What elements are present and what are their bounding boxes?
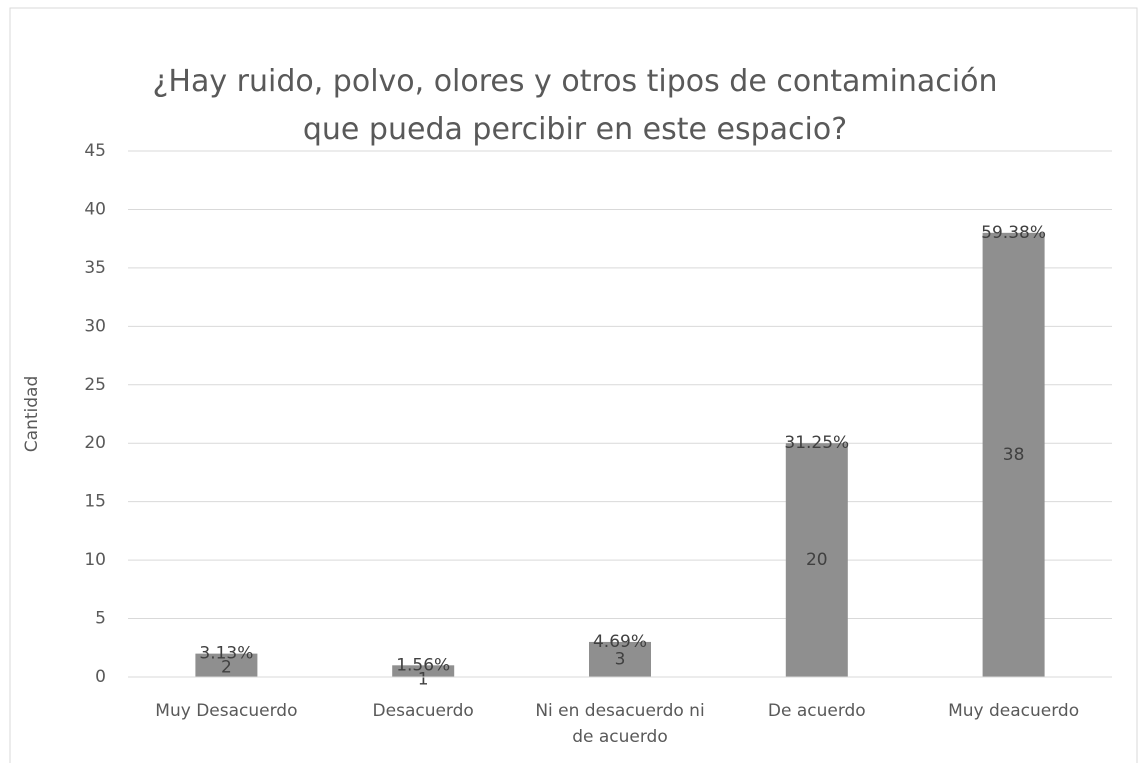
chart-title: ¿Hay ruido, polvo, olores y otros tipos … [152, 64, 998, 147]
x-tick-label: Desacuerdo [372, 701, 474, 721]
y-tick-label: 20 [84, 433, 106, 453]
y-tick-label: 5 [95, 609, 106, 629]
x-tick-label: Ni en desacuerdo ni de acuerdo [535, 701, 705, 747]
percentage-label: 4.69% [593, 632, 647, 652]
percentage-label: 59.38% [981, 223, 1046, 243]
x-tick-label: De acuerdo [767, 701, 866, 721]
y-tick-label: 45 [84, 141, 106, 161]
y-tick-label: 25 [84, 375, 106, 395]
percentage-label: 1.56% [396, 655, 450, 675]
y-axis-label: Cantidad [22, 376, 42, 452]
percentage-label: 31.25% [784, 433, 849, 453]
value-label: 1 [418, 669, 429, 689]
bar [392, 665, 455, 677]
value-label: 38 [1003, 445, 1025, 465]
y-tick-label: 35 [84, 258, 106, 278]
bar [195, 653, 258, 677]
value-label: 2 [221, 658, 232, 678]
y-tick-label: 0 [95, 667, 106, 687]
value-label: 20 [806, 550, 828, 570]
y-tick-label: 40 [84, 199, 106, 219]
bar [785, 443, 848, 677]
bar [982, 232, 1045, 678]
x-tick-label: Muy Desacuerdo [155, 701, 298, 721]
x-tick-label: Muy deacuerdo [948, 701, 1080, 721]
y-tick-label: 30 [84, 316, 106, 336]
percentage-label: 3.13% [199, 644, 253, 664]
bar [589, 641, 651, 677]
y-tick-label: 15 [84, 492, 106, 512]
value-label: 3 [615, 649, 626, 669]
chart-border [9, 7, 1138, 763]
y-tick-label: 10 [84, 550, 106, 570]
